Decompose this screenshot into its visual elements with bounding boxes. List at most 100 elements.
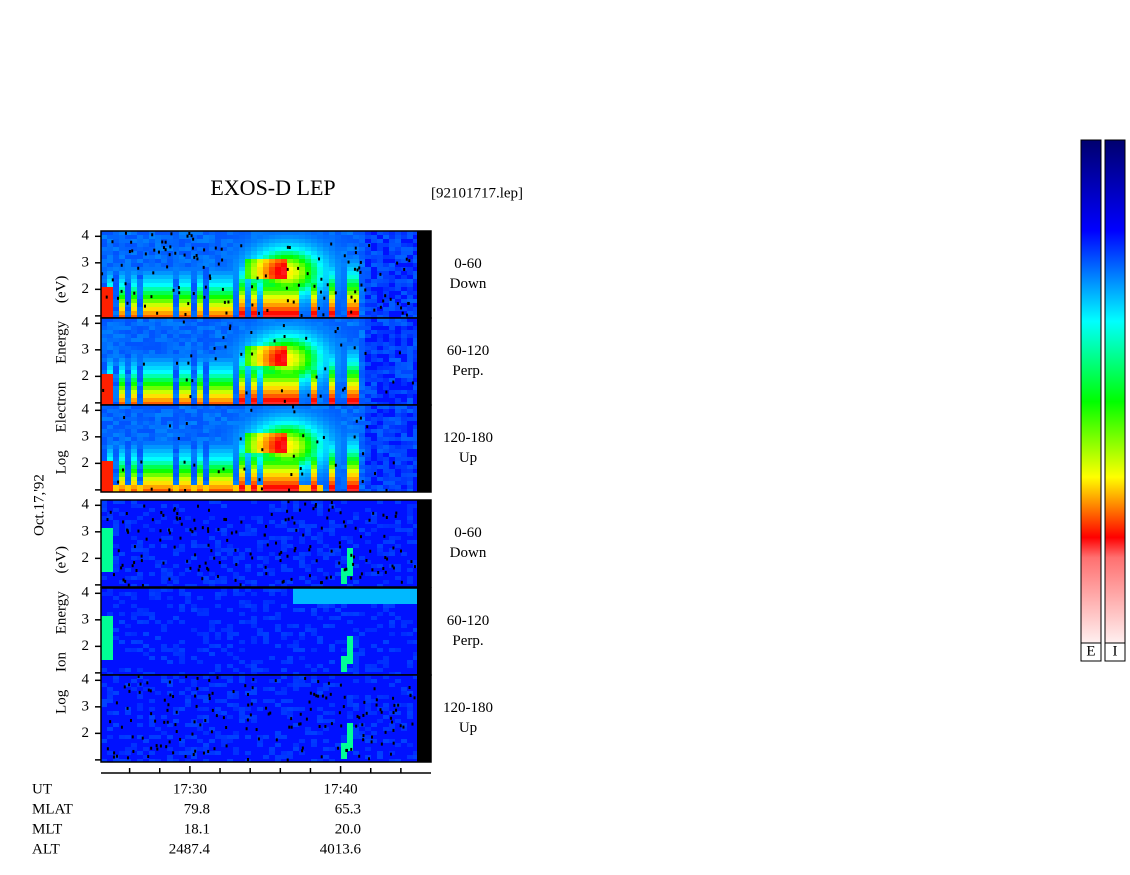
- spectrogram-cell: [359, 465, 365, 469]
- spectrogram-cell: [125, 382, 131, 386]
- spectrogram-cell: [299, 255, 305, 259]
- spectrogram-cell: [353, 338, 359, 342]
- spectrogram-cell: [263, 699, 269, 703]
- spectrogram-cell: [191, 239, 197, 243]
- spectrogram-cell: [299, 409, 305, 413]
- spectrogram-cell: [287, 303, 293, 307]
- spectrogram-dot: [116, 754, 119, 758]
- spectrogram-cell: [353, 695, 359, 699]
- spectrogram-cell: [191, 334, 197, 338]
- spectrogram-cell: [197, 544, 203, 548]
- spectrogram-cell: [107, 299, 113, 303]
- spectrogram-cell: [107, 437, 113, 441]
- spectrogram-cell: [215, 683, 221, 687]
- spectrogram-cell: [101, 318, 107, 322]
- spectrogram-cell: [389, 445, 395, 449]
- spectrogram-cell: [161, 307, 167, 311]
- spectrogram-cell: [185, 528, 191, 532]
- spectrogram-cell: [149, 346, 155, 350]
- spectrogram-cell: [401, 307, 407, 311]
- spectrogram-cell: [353, 421, 359, 425]
- spectrogram-cell: [323, 417, 329, 421]
- spectrogram-cell: [269, 311, 275, 315]
- spectrogram-cell: [131, 279, 137, 283]
- spectrogram-cell: [329, 711, 335, 715]
- spectrogram-cell: [191, 303, 197, 307]
- spectrogram-cell: [233, 489, 239, 492]
- spectrogram-dot: [245, 727, 248, 731]
- spectrogram-cell: [389, 303, 395, 307]
- spectrogram-cell: [359, 338, 365, 342]
- spectrogram-cell: [161, 394, 167, 398]
- spectrogram-cell: [167, 445, 173, 449]
- spectrogram-cell: [317, 366, 323, 370]
- spectrogram-dot: [361, 723, 364, 727]
- spectrogram-cell: [347, 552, 353, 556]
- spectrogram-cell: [311, 394, 317, 398]
- spectrogram-cell: [161, 259, 167, 263]
- spectrogram-cell: [389, 235, 395, 239]
- spectrogram-cell: [167, 231, 173, 235]
- spectrogram-cell: [137, 275, 143, 279]
- spectrogram-cell: [407, 267, 413, 271]
- spectrogram-dot: [245, 391, 248, 395]
- spectrogram-cell: [191, 342, 197, 346]
- spectrogram-cell: [137, 247, 143, 251]
- spectrogram-cell: [143, 358, 149, 362]
- spectrogram-cell: [209, 683, 215, 687]
- spectrogram-cell: [113, 500, 119, 504]
- spectrogram-cell: [203, 425, 209, 429]
- spectrogram-cell: [131, 429, 137, 433]
- spectrogram-cell: [215, 632, 221, 636]
- spectrogram-cell: [347, 715, 353, 719]
- spectrogram-cell: [323, 235, 329, 239]
- spectrogram-dot: [193, 720, 196, 724]
- spectrogram-cell: [347, 346, 353, 350]
- spectrogram-cell: [101, 358, 107, 362]
- spectrogram-cell: [239, 303, 245, 307]
- spectrogram-cell: [215, 243, 221, 247]
- spectrogram-cell: [125, 457, 131, 461]
- spectrogram-dot: [280, 389, 283, 393]
- spectrogram-cell: [155, 346, 161, 350]
- spectrogram-cell: [377, 405, 383, 409]
- spectrogram-cell: [149, 405, 155, 409]
- spectrogram-cell: [281, 481, 287, 485]
- spectrogram-dot: [270, 512, 273, 516]
- spectrogram-cell: [101, 342, 107, 346]
- spectrogram-cell: [191, 556, 197, 560]
- spectrogram-cell: [347, 322, 353, 326]
- spectrogram-dot: [343, 568, 346, 572]
- spectrogram-cell: [185, 330, 191, 334]
- spectrogram-cell: [137, 417, 143, 421]
- spectrogram-cell: [413, 437, 417, 441]
- spectrogram-cell: [281, 536, 287, 540]
- spectrogram-cell: [167, 243, 173, 247]
- spectrogram-cell: [365, 421, 371, 425]
- spectrogram-cell: [203, 350, 209, 354]
- spectrogram-dot: [326, 283, 329, 287]
- spectrogram-cell: [347, 433, 353, 437]
- spectrogram-cell: [281, 660, 287, 664]
- spectrogram-cell: [251, 378, 257, 382]
- spectrogram-cell: [299, 437, 305, 441]
- spectrogram-cell: [287, 711, 293, 715]
- spectrogram-cell: [215, 275, 221, 279]
- spectrogram-dot: [124, 579, 127, 583]
- spectrogram-cell: [335, 608, 341, 612]
- spectrogram-cell: [119, 417, 125, 421]
- spectrogram-dot: [194, 553, 197, 557]
- spectrogram-cell: [209, 326, 215, 330]
- spectrogram-cell: [287, 632, 293, 636]
- spectrogram-cell: [155, 588, 161, 592]
- spectrogram-cell: [263, 417, 269, 421]
- spectrogram-dot: [399, 549, 402, 553]
- spectrogram-cell: [131, 231, 137, 235]
- spectrogram-cell: [221, 735, 227, 739]
- spectrogram-cell: [311, 390, 317, 394]
- spectrogram-cell: [215, 465, 221, 469]
- spectrogram-cell: [125, 358, 131, 362]
- spectrogram-cell: [281, 592, 287, 596]
- spectrogram-cell: [119, 307, 125, 311]
- spectrogram-cell: [311, 326, 317, 330]
